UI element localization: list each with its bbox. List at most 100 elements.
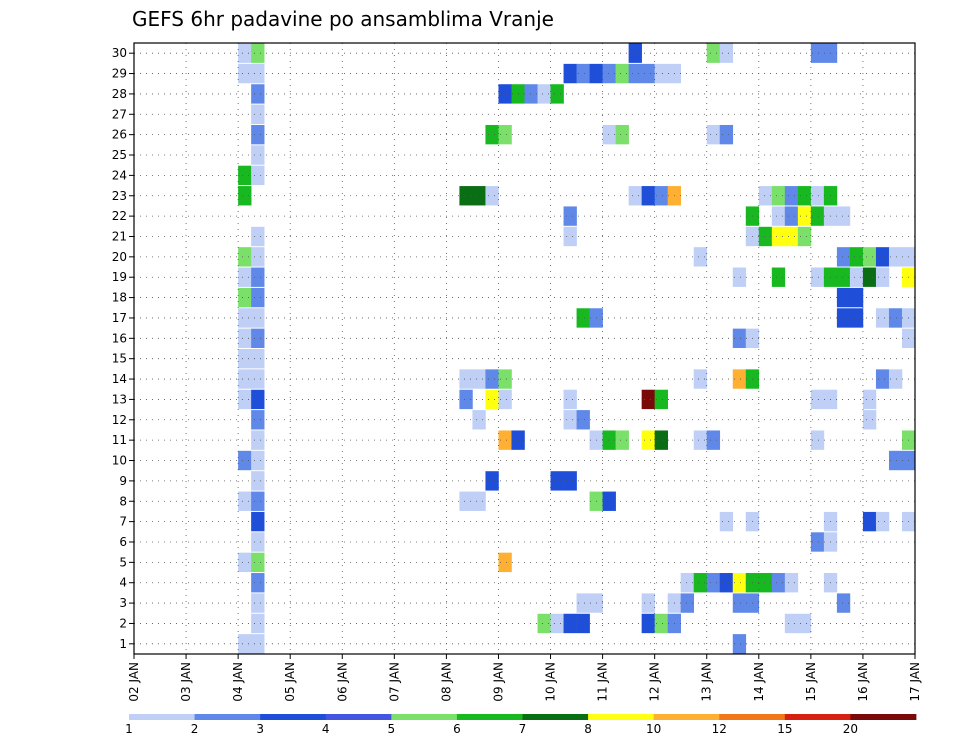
y-tick-label-6: 6: [119, 535, 127, 549]
colorbar: 1 2 3 4 5 6 7 8 10 12 15 20: [125, 714, 917, 736]
x-tick-label-11: 13 JAN: [700, 662, 714, 702]
y-tick-label-18: 18: [112, 291, 127, 305]
heatmap-cell-m16-d2.25: [251, 328, 265, 348]
colorbar-swatch-7: [588, 714, 655, 720]
y-tick-label-17: 17: [112, 311, 127, 325]
heatmap-cell-m17-d14.25: [875, 308, 890, 328]
heatmap-cell-m8-d6.25: [459, 491, 473, 511]
heatmap-cell-m19-d12.25: [771, 267, 786, 287]
heatmap-cell-m29-d9.25: [615, 63, 629, 84]
heatmap-cell-m28-d7.5: [524, 84, 538, 104]
heatmap-cell-m14-d14.25: [875, 369, 890, 389]
heatmap-cell-m21-d12.75: [797, 226, 812, 247]
y-tick-label-24: 24: [112, 168, 127, 182]
heatmap-cell-m3-d10.5: [680, 593, 695, 613]
colorbar-label-8: 8: [584, 722, 592, 736]
heatmap-cell-m11-d2.25: [251, 430, 265, 450]
colorbar-label-3: 3: [256, 722, 264, 736]
heatmap-cell-m20-d10.75: [693, 247, 708, 267]
heatmap-cell-m8-d2: [238, 491, 252, 511]
colorbar-swatch-1: [194, 714, 261, 720]
y-tick-label-11: 11: [112, 433, 127, 447]
heatmap-cell-m11-d11: [706, 430, 721, 450]
heatmap-cell-m14-d2.25: [251, 369, 265, 389]
colorbar-swatch-2: [260, 714, 327, 720]
heatmap-cell-m9-d2.25: [251, 471, 265, 491]
heatmap-cell-m4-d10.5: [680, 573, 695, 593]
heatmap-cell-m23-d6.25: [459, 186, 473, 206]
heatmap-cell-m10-d14.5: [888, 450, 903, 471]
y-tick-label-7: 7: [119, 515, 127, 529]
heatmap-cell-m18-d13.5: [836, 287, 851, 308]
heatmap-cell-m8-d6.5: [472, 491, 486, 511]
heatmap-cell-m7-d2.25: [251, 511, 265, 532]
heatmap-cell-m29-d8.5: [576, 63, 590, 84]
heatmap-cell-m13-d7: [498, 389, 512, 410]
heatmap-cell-m17-d2.25: [251, 308, 265, 328]
heatmap-cell-m20-d14: [862, 247, 877, 267]
heatmap-cell-m30-d9.5: [628, 43, 642, 63]
heatmap-cell-m26-d9.25: [615, 124, 629, 145]
y-tick-label-13: 13: [112, 392, 127, 406]
heatmap-cell-m29-d2.25: [251, 63, 265, 84]
heatmap-cell-m30-d2: [238, 43, 252, 63]
y-tick-label-5: 5: [119, 555, 127, 569]
heatmap-cell-m12-d14: [862, 410, 877, 430]
y-tick-label-19: 19: [112, 270, 127, 284]
heatmap-cell-m21-d2.25: [251, 226, 265, 247]
y-tick-label-9: 9: [119, 474, 127, 488]
y-tick-label-25: 25: [112, 148, 127, 162]
heatmap-cell-m29-d9.5: [628, 63, 642, 84]
heatmap-cell-m30-d11.25: [719, 43, 734, 63]
heatmap-cell-m19-d13: [810, 267, 825, 287]
heatmap-cell-m11-d10: [654, 430, 668, 450]
heatmap-cell-m23-d12.75: [797, 186, 812, 206]
heatmap-cell-m20-d14.5: [888, 247, 903, 267]
colorbar-swatch-9: [719, 714, 786, 720]
heatmap-cell-m13-d10: [654, 389, 668, 410]
heatmap-cell-m22-d12.75: [797, 206, 812, 226]
heatmap-cell-m23-d12.25: [771, 186, 786, 206]
plot-frame: [133, 42, 916, 655]
heatmap-cell-m28-d2.25: [251, 84, 265, 104]
heatmap-cell-m17-d14.5: [888, 308, 903, 328]
heatmap-cell-m8-d9: [602, 491, 616, 511]
heatmap-cell-m26-d7: [498, 124, 512, 145]
heatmap-cell-m4-d11.25: [719, 573, 734, 593]
colorbar-label-7: 7: [519, 722, 527, 736]
heatmap-cell-m23-d10: [654, 186, 668, 206]
y-tick-label-23: 23: [112, 189, 127, 203]
heatmap-cell-m23-d12.5: [784, 186, 799, 206]
heatmap-cell-m23-d6.5: [472, 186, 486, 206]
heatmap-cell-m2-d8: [550, 613, 564, 634]
colorbar-swatch-6: [522, 714, 589, 720]
heatmap-cell-m19-d11.5: [732, 267, 747, 287]
heatmap-cell-m19-d13.75: [849, 267, 864, 287]
y-tick-label-21: 21: [112, 229, 127, 243]
heatmap-cell-m13-d9.75: [641, 389, 655, 410]
heatmap-cell-m13-d14: [862, 389, 877, 410]
heatmap-cell-m20-d13.5: [836, 247, 851, 267]
heatmap-cell-m17-d2: [238, 308, 252, 328]
heatmap-cell-m3-d13.5: [836, 593, 851, 613]
heatmap-cell-m14-d14.5: [888, 369, 903, 389]
heatmap-cell-m28-d8: [550, 84, 564, 104]
y-tick-label-15: 15: [112, 352, 127, 366]
heatmap-cell-m7-d14.25: [875, 511, 890, 532]
heatmap-cell-m15-d2.25: [251, 349, 265, 369]
heatmap-cell-m28-d7.75: [537, 84, 551, 104]
heatmap-cell-m4-d11.5: [732, 573, 747, 593]
colorbar-label-4: 4: [322, 722, 330, 736]
heatmap-cell-m2-d8.25: [563, 613, 577, 634]
heatmap-cell-m4-d12.5: [784, 573, 799, 593]
heatmap-cell-m23-d2: [238, 186, 252, 206]
x-tick-label-9: 11 JAN: [596, 662, 610, 702]
colorbar-label-10: 10: [646, 722, 661, 736]
heatmap-cell-m14-d2: [238, 369, 252, 389]
heatmap-cell-m20-d2.25: [251, 247, 265, 267]
heatmap-cell-m23-d6.75: [485, 186, 499, 206]
x-axis: 02 JAN 03 JAN 04 JAN 05 JAN 06 JAN 07 JAN 08 J…: [127, 654, 922, 702]
heatmap-cell-m26-d6.75: [485, 124, 499, 145]
x-tick-label-13: 15 JAN: [804, 662, 818, 702]
heatmap-cell-m27-d2.25: [251, 104, 265, 124]
